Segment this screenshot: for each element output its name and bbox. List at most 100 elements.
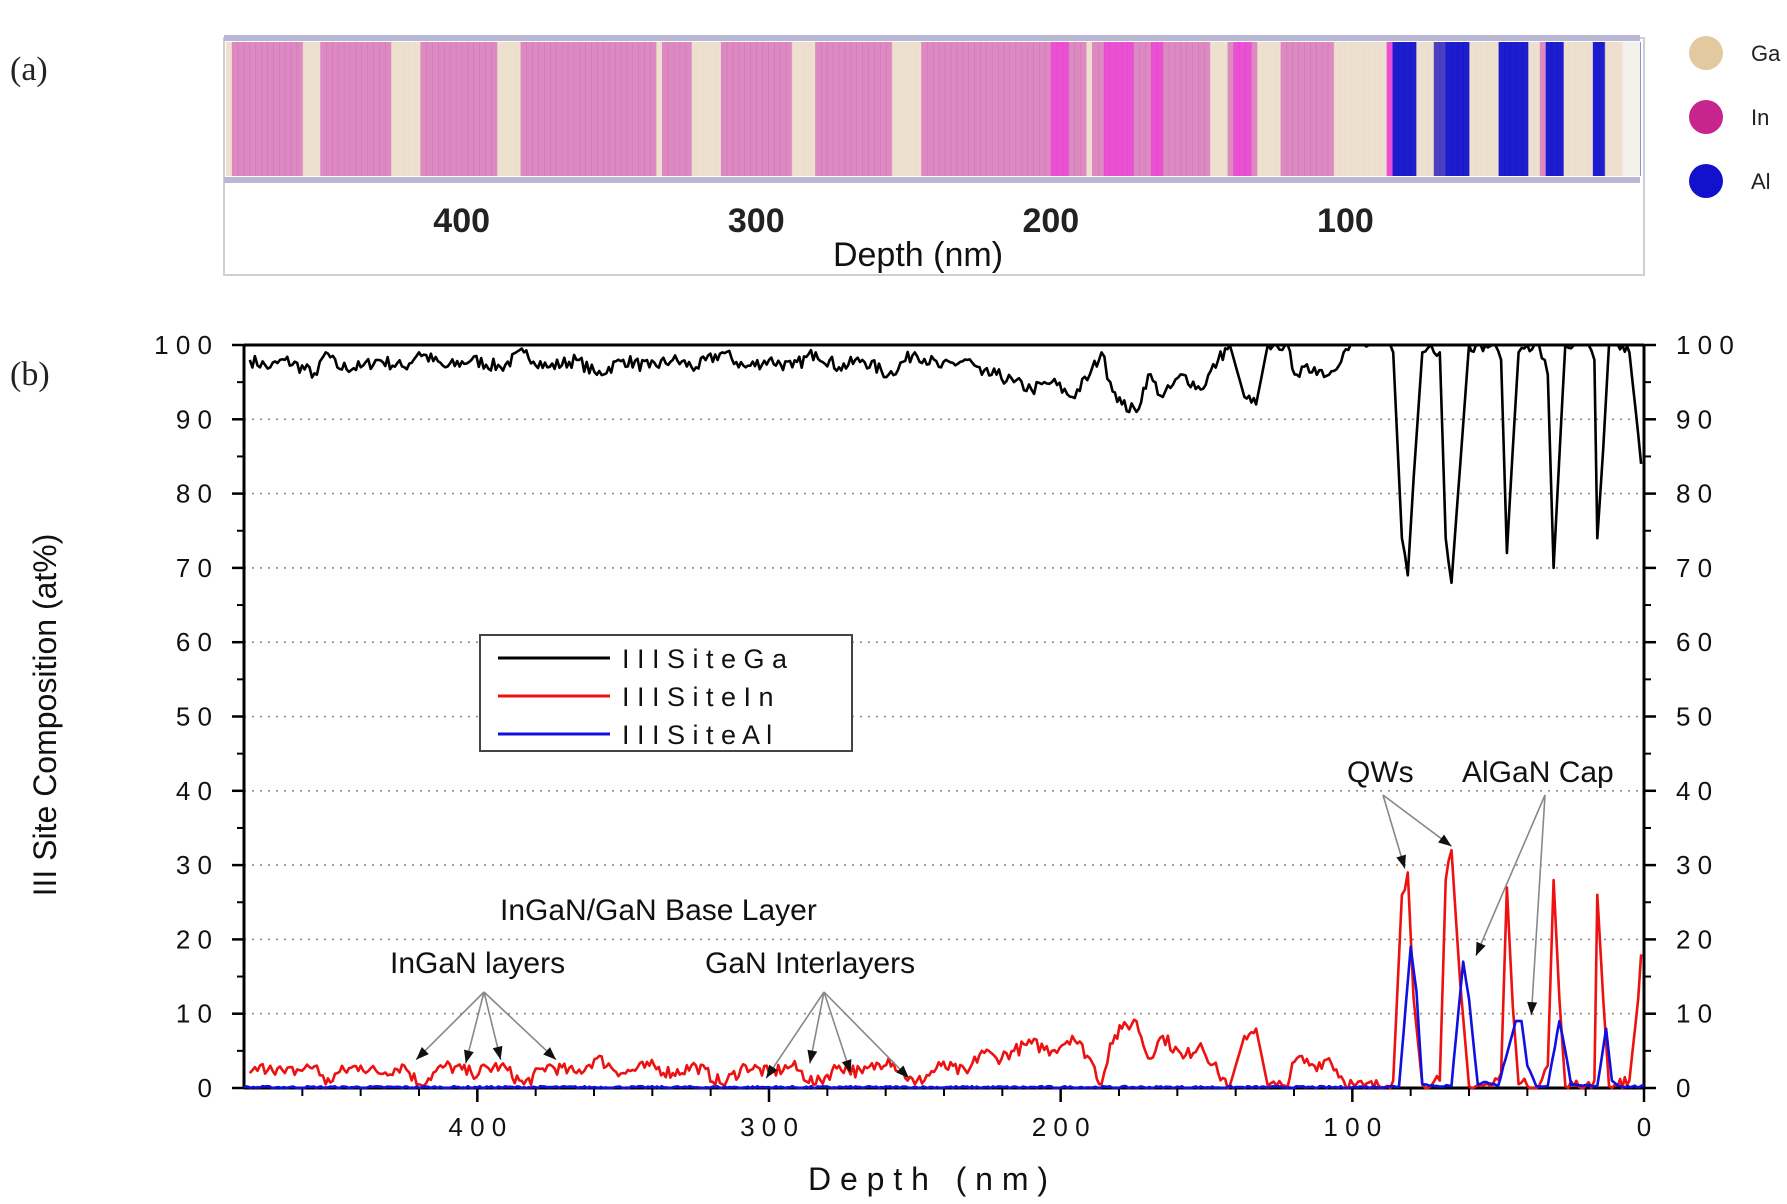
atom-map-slice — [1345, 42, 1352, 176]
atom-map-slice — [373, 42, 380, 176]
atom-map-slice — [1410, 42, 1417, 176]
annotation-arrowhead — [1475, 941, 1486, 956]
panel-b-label: (b) — [10, 356, 50, 393]
atom-map-slice — [1321, 42, 1329, 176]
atom-map-tip — [1622, 42, 1640, 176]
annotation-base-layer: InGaN/GaN Base Layer — [500, 894, 817, 927]
atom-map-slice — [461, 42, 469, 176]
atom-map-slice — [614, 42, 622, 176]
atom-map-slice — [903, 42, 911, 176]
atom-map-slice — [302, 42, 310, 176]
atom-map-slice — [1404, 42, 1411, 176]
atom-map-slice — [921, 42, 928, 176]
annotation-arrow — [1382, 794, 1452, 847]
atom-map-slice — [1581, 42, 1588, 176]
atom-map-slice — [1009, 42, 1017, 176]
atom-map-slice — [1168, 42, 1176, 176]
atom-map-slice — [555, 42, 563, 176]
atom-map-slice — [438, 42, 445, 176]
atom-map-slice — [909, 42, 916, 176]
atom-map-slice — [1610, 42, 1618, 176]
atom-map-tick-label: 300 — [728, 202, 785, 240]
atom-map-slice — [1062, 42, 1070, 176]
x-tick-label: 4 0 0 — [448, 1112, 506, 1142]
atom-map-slice — [379, 42, 386, 176]
annotation-arrowhead — [492, 1045, 503, 1060]
y-tick-label: 8 0 — [176, 479, 212, 509]
atom-map-slice — [497, 42, 504, 176]
atom-map-slice — [1386, 42, 1394, 176]
atom-map-slice — [426, 42, 433, 176]
atom-map-slice — [1398, 42, 1405, 176]
atom-map-slice — [514, 42, 522, 176]
atom-map-slice — [679, 42, 687, 176]
atom-map-slice — [991, 42, 999, 176]
atom-map-slice — [1109, 42, 1117, 176]
atom-map-slice — [756, 42, 763, 176]
atom-map-slice — [443, 42, 451, 176]
atom-map-slice — [1139, 42, 1146, 176]
atom-map-slice — [1192, 42, 1199, 176]
atom-map-slice — [1298, 42, 1305, 176]
atom-map-slice — [526, 42, 533, 176]
y-axis-label: III Site Composition (at%) — [27, 534, 63, 897]
atom-map-slice — [243, 42, 251, 176]
atom-map-slice — [1592, 42, 1600, 176]
atom-map-slice — [685, 42, 693, 176]
atom-map-slice — [1150, 42, 1158, 176]
atom-map-slice — [1551, 42, 1559, 176]
atom-map-slice — [567, 42, 575, 176]
atom-map-slice — [1286, 42, 1293, 176]
atom-map-slice — [709, 42, 716, 176]
atom-map-slice — [980, 42, 987, 176]
chart-legend: I I I S i t e G a I I I S i t e I n I I I … — [479, 634, 853, 752]
atom-map-slice — [538, 42, 545, 176]
atom-map-slice — [320, 42, 327, 176]
atom-map-slice — [856, 42, 863, 176]
atom-map-slice — [656, 42, 663, 176]
atom-map-slice — [1598, 42, 1606, 176]
atom-map-tick-label: 100 — [1317, 202, 1374, 240]
atom-map-slice — [1392, 42, 1400, 176]
y-tick-label: 2 0 — [1676, 924, 1712, 954]
atom-map-slice — [1121, 42, 1129, 176]
atom-map-slice — [821, 42, 828, 176]
atom-map-slice — [1445, 42, 1453, 176]
annotation-arrowhead — [1527, 1001, 1538, 1016]
atom-map-slice — [773, 42, 781, 176]
atom-map-slice — [467, 42, 475, 176]
atom-map-slice — [691, 42, 698, 176]
atom-map — [226, 42, 1641, 176]
atom-map-slice — [1616, 42, 1623, 176]
atom-map-slice — [1156, 42, 1164, 176]
atom-map-slice — [455, 42, 463, 176]
x-tick-label: 3 0 0 — [740, 1112, 798, 1142]
atom-map-slice — [1327, 42, 1335, 176]
atom-map-slice — [850, 42, 858, 176]
atom-map-slice — [1516, 42, 1523, 176]
atom-map-slice — [485, 42, 492, 176]
legend-label: I I I S i t e G a — [622, 644, 788, 674]
atom-map-slice — [1115, 42, 1123, 176]
atom-map-slice — [561, 42, 569, 176]
annotation-arrowhead — [841, 1059, 852, 1074]
y-tick-label: 6 0 — [1676, 627, 1712, 657]
atom-map-slice — [343, 42, 351, 176]
atom-map-slice — [402, 42, 410, 176]
y-tick-label: 5 0 — [1676, 702, 1712, 732]
y-tick-label: 5 0 — [176, 702, 212, 732]
annotation-arrowhead — [416, 1046, 429, 1060]
atom-map-slice — [1021, 42, 1028, 176]
atom-map-slice — [361, 42, 368, 176]
atom-map-slice — [1363, 42, 1370, 176]
y-tick-label: 7 0 — [176, 553, 212, 583]
atom-map-slice — [1103, 42, 1111, 176]
atom-map-slice — [915, 42, 922, 176]
composition-chart: 0 1 0 2 0 3 0 4 0 5 0 6 0 7 0 8 0 9 0 1 0 0 0 1 0 2 … — [27, 330, 1734, 1197]
atom-map-slice — [1604, 42, 1612, 176]
atom-map-slice — [1080, 42, 1087, 176]
atom-map-slice — [597, 42, 604, 176]
atom-map-slice — [950, 42, 958, 176]
atom-map-slice — [650, 42, 657, 176]
